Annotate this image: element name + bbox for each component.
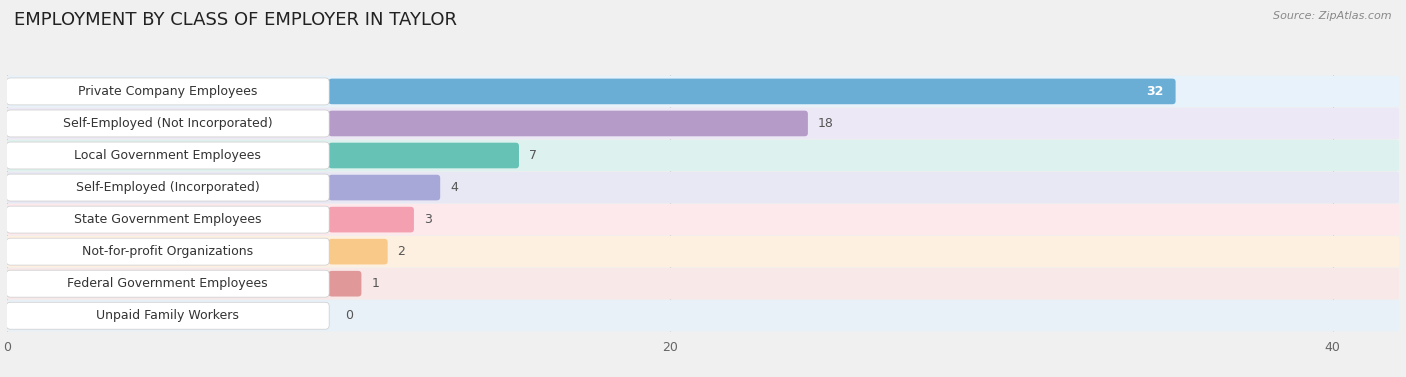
Text: State Government Employees: State Government Employees <box>75 213 262 226</box>
FancyBboxPatch shape <box>4 172 1400 203</box>
Text: 3: 3 <box>423 213 432 226</box>
Text: Unpaid Family Workers: Unpaid Family Workers <box>97 309 239 322</box>
Text: 1: 1 <box>371 277 380 290</box>
Text: EMPLOYMENT BY CLASS OF EMPLOYER IN TAYLOR: EMPLOYMENT BY CLASS OF EMPLOYER IN TAYLO… <box>14 11 457 29</box>
Text: 18: 18 <box>818 117 834 130</box>
FancyBboxPatch shape <box>329 175 440 201</box>
FancyBboxPatch shape <box>7 174 329 201</box>
FancyBboxPatch shape <box>4 76 1400 107</box>
FancyBboxPatch shape <box>4 236 1400 267</box>
FancyBboxPatch shape <box>4 108 1400 139</box>
Text: 32: 32 <box>1146 85 1163 98</box>
FancyBboxPatch shape <box>329 143 519 168</box>
FancyBboxPatch shape <box>329 271 361 296</box>
FancyBboxPatch shape <box>7 302 329 329</box>
FancyBboxPatch shape <box>7 206 329 233</box>
Text: Local Government Employees: Local Government Employees <box>75 149 262 162</box>
FancyBboxPatch shape <box>4 300 1400 331</box>
FancyBboxPatch shape <box>329 79 1175 104</box>
FancyBboxPatch shape <box>7 270 329 297</box>
FancyBboxPatch shape <box>4 204 1400 235</box>
Text: 0: 0 <box>344 309 353 322</box>
FancyBboxPatch shape <box>329 239 388 265</box>
FancyBboxPatch shape <box>7 238 329 265</box>
Text: 7: 7 <box>529 149 537 162</box>
Text: Self-Employed (Incorporated): Self-Employed (Incorporated) <box>76 181 260 194</box>
FancyBboxPatch shape <box>329 207 413 232</box>
Text: 2: 2 <box>398 245 405 258</box>
FancyBboxPatch shape <box>7 110 329 137</box>
FancyBboxPatch shape <box>4 268 1400 299</box>
Text: Private Company Employees: Private Company Employees <box>79 85 257 98</box>
Text: Source: ZipAtlas.com: Source: ZipAtlas.com <box>1274 11 1392 21</box>
Text: Not-for-profit Organizations: Not-for-profit Organizations <box>82 245 253 258</box>
FancyBboxPatch shape <box>7 78 329 105</box>
FancyBboxPatch shape <box>7 142 329 169</box>
Text: Self-Employed (Not Incorporated): Self-Employed (Not Incorporated) <box>63 117 273 130</box>
FancyBboxPatch shape <box>4 140 1400 171</box>
Text: 4: 4 <box>450 181 458 194</box>
FancyBboxPatch shape <box>329 111 808 136</box>
Text: Federal Government Employees: Federal Government Employees <box>67 277 269 290</box>
